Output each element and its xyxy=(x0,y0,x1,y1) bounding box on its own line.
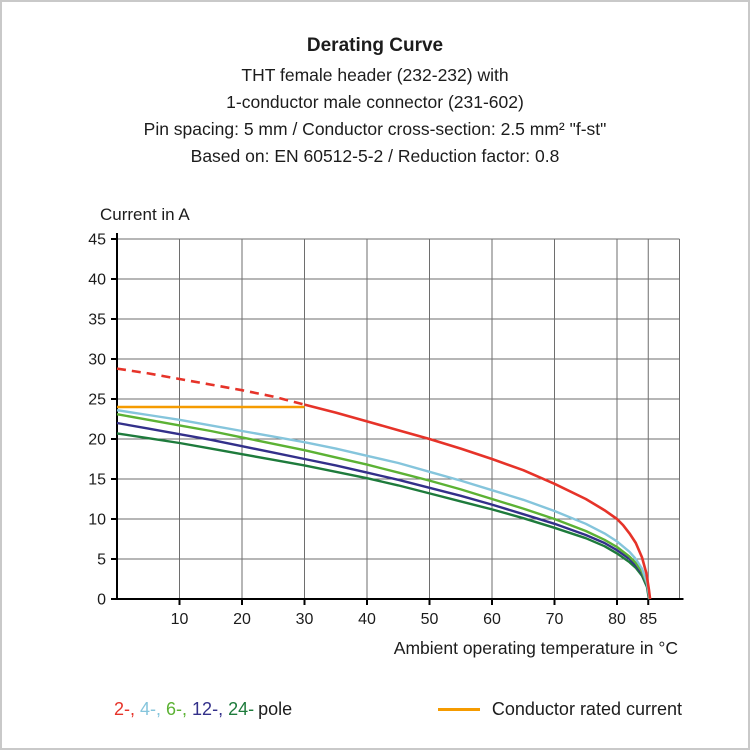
chart-header: Derating Curve THT female header (232-23… xyxy=(2,32,748,170)
derating-chart: 0 5 10 15 20 25 30 35 40 45 10 20 30 40 50 60 70 80 85 xyxy=(88,232,684,628)
svg-text:10: 10 xyxy=(88,512,106,529)
legend-pole-12: 12-, xyxy=(192,699,229,719)
chart-title: Derating Curve xyxy=(306,35,444,56)
svg-text:25: 25 xyxy=(88,392,106,409)
svg-text:15: 15 xyxy=(88,472,106,489)
svg-text:60: 60 xyxy=(483,611,501,628)
svg-text:85: 85 xyxy=(639,611,657,628)
chart-area: 0 5 10 15 20 25 30 35 40 45 10 20 30 40 50 60 70 80 85 xyxy=(2,230,748,630)
svg-text:20: 20 xyxy=(88,432,106,449)
svg-text:35: 35 xyxy=(88,312,106,329)
svg-text:45: 45 xyxy=(88,232,106,249)
svg-text:80: 80 xyxy=(608,611,626,628)
legend-pole-6: 6-, xyxy=(166,699,193,719)
svg-text:40: 40 xyxy=(358,611,376,628)
svg-text:30: 30 xyxy=(88,352,106,369)
rated-current-swatch xyxy=(437,708,480,711)
chart-subtitle-line-2: 1-conductor male connector (231-602) xyxy=(226,92,524,112)
legend-pole-list: 2-, 4-, 6-, 12-, 24- pole xyxy=(114,699,292,720)
x-axis-label: Ambient operating temperature in °C xyxy=(393,638,678,658)
svg-text:20: 20 xyxy=(233,611,251,628)
svg-text:50: 50 xyxy=(421,611,439,628)
chart-subtitle-line-4: Based on: EN 60512-5-2 / Reduction facto… xyxy=(190,146,560,166)
chart-subtitle-line-3: Pin spacing: 5 mm / Conductor cross-sect… xyxy=(143,119,607,139)
y-axis-label: Current in A xyxy=(100,205,190,224)
svg-text:10: 10 xyxy=(171,611,189,628)
svg-text:40: 40 xyxy=(88,272,106,289)
legend-rated-current: Conductor rated current xyxy=(437,699,682,720)
legend-pole-4: 4-, xyxy=(140,699,167,719)
legend-pole-24: 24- xyxy=(228,699,255,719)
legend: 2-, 4-, 6-, 12-, 24- pole Conductor rated… xyxy=(114,699,682,720)
legend-pole-suffix: pole xyxy=(258,699,293,719)
svg-text:0: 0 xyxy=(97,592,106,609)
svg-text:5: 5 xyxy=(97,552,106,569)
legend-pole-2: 2-, xyxy=(114,699,141,719)
svg-text:70: 70 xyxy=(546,611,564,628)
svg-text:30: 30 xyxy=(296,611,314,628)
chart-subtitle-line-1: THT female header (232-232) with xyxy=(241,65,509,85)
rated-current-label: Conductor rated current xyxy=(491,699,682,719)
